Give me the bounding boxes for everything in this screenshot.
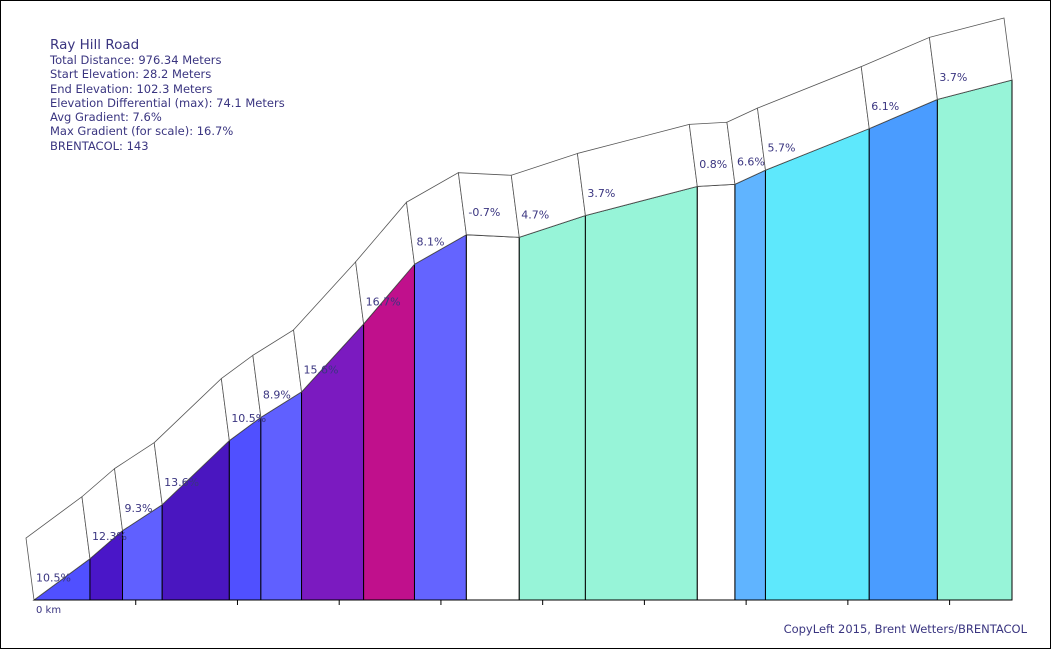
brentacol-score: BRENTACOL: 143: [50, 138, 149, 153]
total-distance: Total Distance: 976.34 Meters: [50, 53, 222, 67]
gradient-segment: [465, 234, 520, 601]
gradient-segment: [518, 214, 586, 601]
gradient-label: 0.8%: [699, 158, 727, 171]
start-elevation: Start Elevation: 28.2 Meters: [50, 67, 212, 82]
copyright-notice: CopyLeft 2015, Brent Wetters/BRENTACOL: [783, 622, 1027, 636]
gradient-segment: [584, 185, 698, 601]
gradient-label: 6.6%: [737, 156, 765, 169]
x-axis-start-label: 0 km: [36, 605, 61, 616]
gradient-label: 8.1%: [416, 236, 444, 249]
gradient-segment: [868, 98, 938, 601]
gradient-label: 4.7%: [521, 209, 549, 222]
gradient-label: 8.9%: [263, 389, 291, 402]
gradient-label: 10.5%: [231, 412, 266, 425]
gradient-segment: [228, 416, 262, 601]
avg-gradient: Avg Gradient: 7.6%: [50, 110, 162, 125]
gradient-label: 10.5%: [36, 571, 71, 584]
gradient-label: 15.6%: [304, 363, 339, 376]
end-elevation: End Elevation: 102.3 Meters: [50, 81, 213, 96]
gradient-label: 16.7%: [366, 295, 401, 308]
gradient-segment: [936, 79, 1013, 601]
route-title: Ray Hill Road: [50, 37, 140, 53]
max-gradient: Max Gradient (for scale): 16.7%: [50, 124, 234, 139]
gradient-label: 3.7%: [939, 71, 967, 84]
gradient-label: 5.7%: [767, 142, 795, 155]
segment-cap: [928, 17, 1013, 100]
gradient-segment: [260, 390, 303, 601]
elevation-differential: Elevation Differential (max): 74.1 Meter…: [50, 95, 285, 110]
gradient-label: 3.7%: [587, 187, 615, 200]
route-info-panel: Ray Hill Road Total Distance: 976.34 Met…: [50, 37, 285, 153]
gradient-segment: [734, 169, 766, 601]
gradient-label: -0.7%: [468, 206, 500, 219]
gradient-segment: [696, 183, 736, 601]
gradient-label: 6.1%: [871, 100, 899, 113]
gradient-segment: [413, 233, 467, 601]
gradient-label: 13.6%: [164, 476, 199, 489]
gradient-segment: [764, 127, 870, 601]
segment-cap: [457, 172, 520, 238]
gradient-label: 9.3%: [125, 502, 153, 515]
gradient-label: 12.3%: [92, 530, 127, 543]
